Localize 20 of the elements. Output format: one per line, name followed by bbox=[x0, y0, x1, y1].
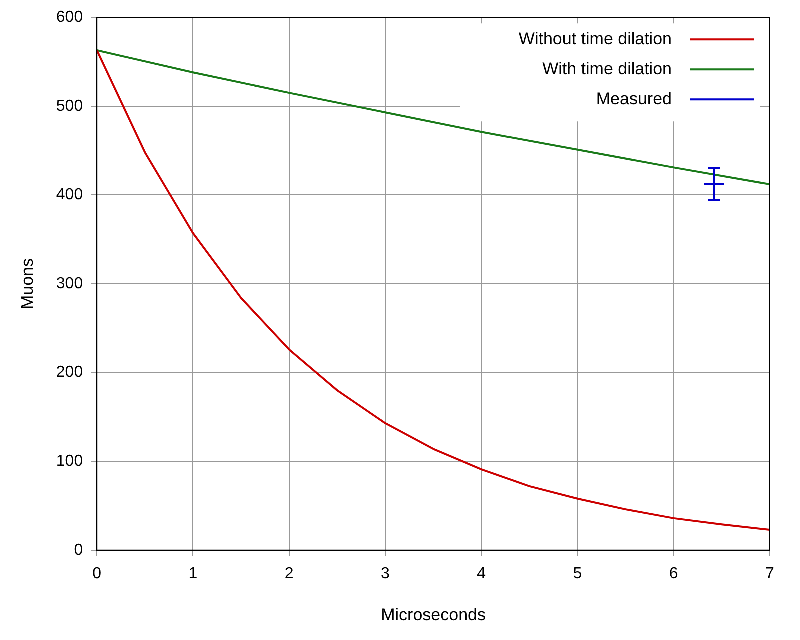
y-tick-label: 600 bbox=[56, 9, 84, 26]
y-tick-label: 100 bbox=[56, 453, 84, 470]
y-axis-title: Muons bbox=[18, 258, 37, 310]
x-axis-title: Microseconds bbox=[381, 605, 486, 624]
legend-label: Measured bbox=[596, 89, 672, 108]
x-tick-label: 4 bbox=[477, 565, 486, 582]
x-tick-label: 3 bbox=[381, 565, 390, 582]
x-tick-label: 2 bbox=[284, 565, 294, 582]
x-tick-label: 7 bbox=[766, 565, 775, 582]
x-tick-label: 0 bbox=[92, 565, 102, 582]
x-tick-label: 1 bbox=[188, 565, 198, 582]
y-tick-label: 300 bbox=[56, 275, 84, 292]
legend-label: With time dilation bbox=[542, 59, 672, 78]
y-tick-label: 200 bbox=[56, 364, 84, 382]
y-tick-label: 0 bbox=[74, 542, 84, 559]
legend-label: Without time dilation bbox=[518, 29, 672, 48]
y-tick-label: 400 bbox=[56, 186, 84, 204]
y-tick-label: 500 bbox=[56, 98, 84, 115]
x-tick-label: 5 bbox=[573, 565, 582, 582]
x-tick-label: 6 bbox=[669, 565, 678, 582]
